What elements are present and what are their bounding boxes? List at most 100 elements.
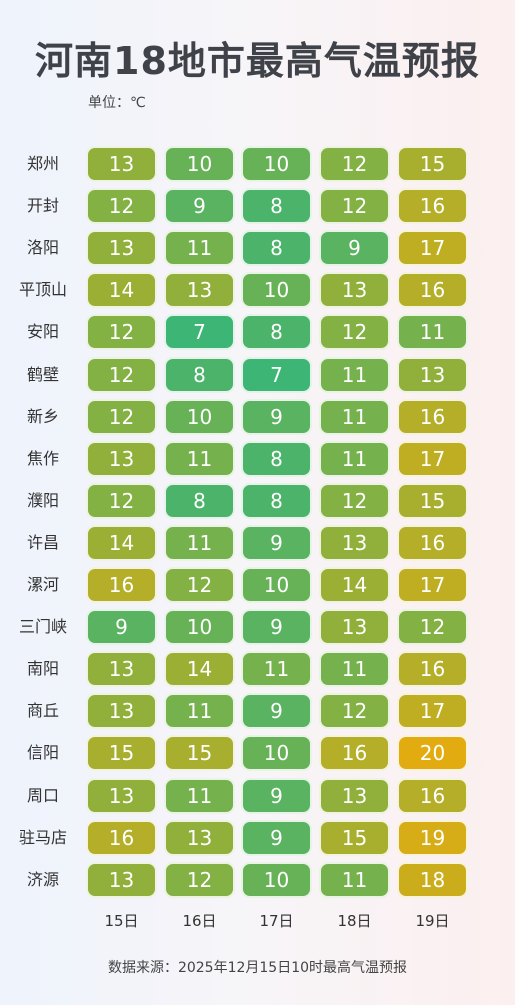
heatmap-cell: 12: [86, 482, 157, 519]
heatmap-cell: 10: [164, 146, 235, 182]
city-label: 驻马店: [18, 827, 67, 847]
city-label: 漯河: [26, 575, 59, 594]
heatmap-cell: 12: [319, 188, 390, 225]
heatmap-cell: 9: [86, 609, 157, 646]
heatmap-cell: 9: [241, 693, 312, 730]
heatmap-cell: 11: [241, 651, 312, 688]
chart-title: 河南18地市最高气温预报: [35, 39, 480, 83]
heatmap-cell: 20: [397, 735, 468, 772]
day-label: 19日: [415, 912, 450, 930]
heatmap-cell: 14: [164, 651, 235, 688]
heatmap-cell: 8: [241, 314, 312, 351]
city-label: 南阳: [26, 659, 59, 679]
city-label: 洛阳: [26, 238, 59, 258]
unit-label: 单位：℃: [88, 95, 146, 111]
heatmap-cell: 16: [86, 819, 157, 856]
heatmap-cell: 11: [319, 398, 390, 435]
heatmap-cell: 15: [164, 735, 235, 772]
heatmap-cell: 16: [397, 272, 468, 309]
heatmap-cell: 9: [241, 398, 312, 435]
heatmap-cell: 16: [397, 524, 468, 561]
heatmap-cell: 16: [397, 651, 468, 688]
heatmap-cell: 15: [86, 735, 157, 772]
heatmap-cell: 8: [241, 188, 312, 225]
heatmap-cell: 12: [319, 482, 390, 519]
heatmap-cell: 11: [319, 651, 390, 688]
heatmap-cell: 15: [319, 819, 390, 856]
heatmap-cell: 17: [397, 693, 468, 730]
heatmap-cell: 11: [319, 356, 390, 393]
city-label: 郑州: [26, 154, 59, 173]
city-label: 鹤壁: [26, 364, 59, 384]
city-label: 许昌: [26, 532, 59, 552]
day-label: 15日: [104, 912, 139, 930]
heatmap-cell: 12: [86, 188, 157, 225]
heatmap-cell: 8: [241, 440, 312, 477]
day-label: 17日: [259, 912, 294, 930]
city-label: 周口: [26, 785, 59, 805]
heatmap-cell: 11: [164, 777, 235, 814]
heatmap-cell: 11: [319, 861, 390, 898]
heatmap-cell: 14: [86, 272, 157, 309]
data-source: 数据来源：2025年12月15日10时最高气温预报: [107, 960, 408, 976]
heatmap-cell: 16: [397, 777, 468, 814]
heatmap-cell: 7: [241, 356, 312, 393]
heatmap-cell: 9: [164, 188, 235, 225]
heatmap-cell: 13: [86, 861, 157, 898]
heatmap-cell: 12: [86, 314, 157, 351]
heatmap-cell: 11: [319, 440, 390, 477]
city-label: 三门峡: [18, 617, 67, 637]
city-label: 开封: [26, 196, 59, 216]
heatmap-cell: 13: [86, 230, 157, 267]
heatmap-cell: 13: [319, 609, 390, 646]
heatmap-cell: 14: [86, 524, 157, 561]
heatmap-cell: 16: [319, 735, 390, 772]
heatmap-cell: 8: [241, 230, 312, 267]
heatmap-cell: 8: [164, 482, 235, 519]
heatmap-cell: 11: [164, 524, 235, 561]
heatmap-cell: 9: [241, 609, 312, 646]
heatmap-cell: 10: [164, 398, 235, 435]
heatmap-cell: 17: [397, 440, 468, 477]
heatmap-cell: 12: [319, 146, 390, 182]
heatmap-cell: 12: [164, 567, 235, 603]
heatmap-cell: 13: [319, 272, 390, 309]
heatmap-cell: 11: [397, 314, 468, 351]
city-label: 平顶山: [18, 280, 67, 300]
heatmap-cell: 18: [397, 861, 468, 898]
heatmap-cell: 19: [397, 819, 468, 856]
heatmap-cell: 13: [86, 693, 157, 730]
heatmap-cell: 10: [241, 735, 312, 772]
heatmap-cell: 12: [86, 356, 157, 393]
heatmap-cell: 9: [319, 230, 390, 267]
heatmap-cell: 10: [241, 861, 312, 898]
heatmap-cell: 13: [164, 272, 235, 309]
heatmap-cell: 13: [319, 524, 390, 561]
heatmap-cell: 10: [241, 272, 312, 309]
heatmap-cell: 16: [397, 188, 468, 225]
heatmap-cell: 12: [86, 398, 157, 435]
heatmap-cell: 13: [86, 651, 157, 688]
heatmap-cell: 17: [397, 230, 468, 267]
heatmap-cell: 10: [241, 146, 312, 182]
heatmap-cell: 12: [319, 314, 390, 351]
heatmap-cell: 11: [164, 230, 235, 267]
heatmap-cell: 15: [397, 146, 468, 182]
city-label: 新乡: [26, 406, 59, 426]
heatmap-cell: 9: [241, 524, 312, 561]
heatmap-cell: 13: [397, 356, 468, 393]
heatmap-cell: 17: [397, 567, 468, 603]
day-label: 18日: [337, 912, 372, 930]
heatmap-cell: 13: [164, 819, 235, 856]
heatmap-cell: 10: [164, 609, 235, 646]
city-label: 安阳: [26, 322, 59, 342]
heatmap-cell: 11: [164, 693, 235, 730]
heatmap-cell: 9: [241, 777, 312, 814]
city-label: 焦作: [26, 448, 59, 468]
heatmap-cell: 16: [86, 567, 157, 603]
city-label: 濮阳: [26, 490, 59, 510]
city-label: 济源: [26, 869, 59, 889]
heatmap-cell: 8: [164, 356, 235, 393]
heatmap-cell: 13: [86, 440, 157, 477]
